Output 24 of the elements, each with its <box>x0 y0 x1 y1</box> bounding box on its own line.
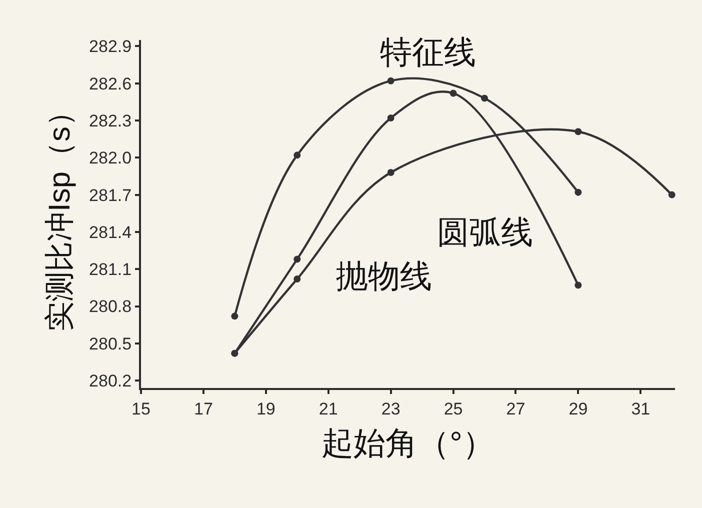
y-tick-label: 282.6 <box>89 74 132 94</box>
x-tick-label: 21 <box>318 399 338 418</box>
x-axis-title: 起始角（°） <box>322 424 494 461</box>
y-tick-label: 282.0 <box>89 148 132 168</box>
series-label: 抛物线 <box>336 258 432 294</box>
y-tick-label: 281.7 <box>89 186 132 205</box>
x-tick-label: 31 <box>631 399 650 418</box>
x-tick-label: 15 <box>132 399 150 418</box>
series-label: 圆弧线 <box>437 214 533 250</box>
y-tick-label: 282.9 <box>89 37 132 56</box>
x-tick-label: 17 <box>194 399 213 418</box>
y-tick-label: 281.4 <box>89 222 132 242</box>
x-tick-label: 27 <box>506 399 526 418</box>
y-axis-title: 实测比冲Isp（s） <box>44 96 77 332</box>
y-tick-label: 280.8 <box>89 297 132 316</box>
y-tick-label: 282.3 <box>89 111 132 130</box>
x-tick-label: 19 <box>256 399 276 418</box>
x-tick-label: 29 <box>568 399 588 418</box>
y-tick-label: 280.5 <box>89 334 132 354</box>
x-tick-label: 23 <box>381 399 400 418</box>
series-label: 特征线 <box>380 34 476 70</box>
x-tick-label: 25 <box>444 399 463 418</box>
y-tick-label: 280.2 <box>89 372 132 391</box>
y-tick-label: 281.1 <box>89 260 132 280</box>
